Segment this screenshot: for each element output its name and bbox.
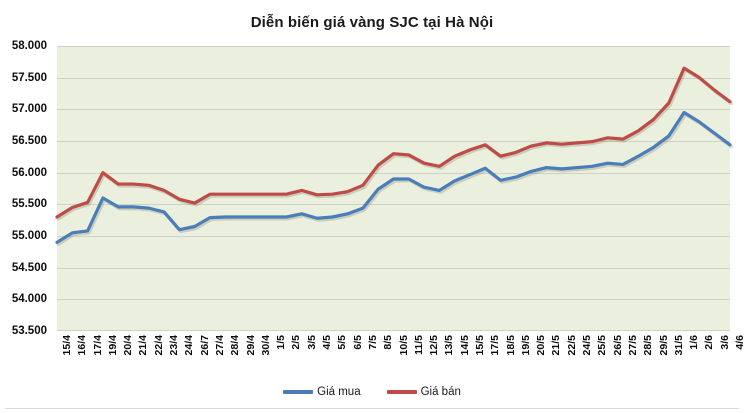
x-axis-tick-label: 30/4 — [259, 335, 272, 356]
x-axis-tick-label: 17/5 — [489, 335, 502, 356]
x-axis-tick-label: 3/6 — [718, 335, 731, 350]
y-axis-tick-label: 54.000 — [11, 293, 47, 306]
gridline — [57, 77, 730, 79]
x-axis: 15/4 16/4 17/4 19/4 20/4 21/4 22/4 23/4 24/4 26/7… — [57, 333, 744, 383]
x-axis-tick-label: 21/4 — [137, 335, 150, 356]
gridline — [57, 299, 730, 301]
x-axis-tick-label: 26/7 — [198, 335, 211, 356]
y-axis: 58.000 57.500 57.000 56.500 56.000 55.500 55.0… — [0, 40, 52, 337]
legend-label: Giá mua — [317, 386, 361, 398]
x-axis-tick-label: 19/5 — [519, 335, 532, 356]
gridline — [57, 330, 730, 331]
series-line-sell — [55, 66, 732, 219]
y-axis-tick-label: 55.500 — [11, 198, 47, 211]
legend-swatch-icon — [386, 390, 417, 394]
x-axis-tick-label: 23/4 — [168, 335, 181, 356]
x-axis-tick-label: 8/5 — [382, 335, 395, 350]
plot-background — [57, 46, 730, 331]
x-axis-tick-label: 1/5 — [275, 335, 288, 350]
x-axis-tick-label: 29/5 — [657, 335, 670, 356]
x-axis-tick-label: 11/5 — [412, 335, 425, 355]
x-axis-tick-label: 24/4 — [183, 335, 196, 356]
x-axis-tick-label: 2/5 — [290, 335, 303, 350]
x-axis-tick-label: 20/4 — [122, 335, 135, 356]
x-axis-tick-label: 4/5 — [321, 335, 334, 350]
x-axis-tick-label: 20/5 — [535, 335, 548, 356]
x-axis-tick-label: 6/5 — [351, 335, 364, 350]
x-axis-tick-label: 28/5 — [642, 335, 655, 356]
x-axis-tick-label: 7/5 — [366, 335, 379, 350]
series-line-shadow — [56, 68, 734, 221]
series-line-buy — [55, 110, 732, 244]
x-axis-tick-label: 29/4 — [244, 335, 257, 356]
x-axis-tick-label: 27/5 — [626, 335, 639, 356]
x-axis-tick-label: 2/6 — [703, 335, 716, 350]
x-axis-tick-label: 18/5 — [504, 335, 517, 356]
legend-label: Giá bán — [420, 386, 461, 398]
series-layer — [55, 66, 734, 246]
y-axis-tick-label: 53.500 — [11, 325, 47, 337]
x-axis-tick-label: 26/5 — [611, 335, 624, 356]
x-axis-tick-label: 16/4 — [76, 335, 89, 356]
x-axis-tick-label: 15/5 — [473, 335, 486, 356]
x-axis-tick-label: 24/5 — [581, 335, 594, 356]
x-axis-tick-label: 17/4 — [91, 335, 104, 356]
y-axis-tick-label: 57.500 — [11, 71, 47, 84]
gridline — [57, 109, 730, 111]
x-axis-tick-label: 1/6 — [688, 335, 701, 350]
x-axis-tick-label: 12/5 — [428, 335, 441, 356]
x-axis-tick-label: 5/5 — [336, 335, 349, 350]
x-axis-tick-label: 13/5 — [443, 335, 456, 356]
x-axis-tick-label: 25/5 — [596, 335, 609, 356]
x-axis-tick-label: 22/4 — [152, 335, 165, 356]
x-axis-tick-label: 31/5 — [672, 335, 685, 356]
legend-item[interactable]: Giá mua — [283, 386, 361, 398]
x-axis-tick-label: 22/5 — [565, 335, 578, 356]
y-axis-tick-label: 56.000 — [11, 166, 47, 179]
plot-area — [55, 46, 734, 331]
gridline — [57, 236, 730, 237]
x-axis-tick-label: 4/6 — [734, 335, 744, 350]
legend-item[interactable]: Giá bán — [386, 386, 461, 398]
gridline — [57, 267, 730, 269]
x-axis-tick-label: 10/5 — [397, 335, 410, 356]
gridline — [57, 141, 730, 142]
y-axis-tick-label: 57.000 — [11, 103, 47, 116]
x-axis-tick-label: 14/5 — [458, 335, 471, 356]
gridline — [57, 46, 730, 47]
legend-swatch-icon — [283, 390, 314, 394]
chart-legend: Giá mua Giá bán — [0, 386, 744, 398]
x-axis-tick-label: 15/4 — [61, 335, 73, 356]
chart-title: Diễn biến giá vàng SJC tại Hà Nội — [250, 14, 494, 31]
x-axis-tick-label: 19/4 — [106, 335, 119, 356]
y-axis-tick-label: 55.000 — [11, 230, 47, 242]
gridline — [57, 204, 730, 206]
y-axis-tick-label: 58.000 — [11, 40, 47, 52]
y-axis-tick-label: 56.500 — [11, 135, 47, 147]
x-axis-tick-label: 27/4 — [213, 335, 226, 356]
gridline — [57, 172, 730, 174]
x-axis-tick-label: 21/5 — [550, 335, 563, 356]
x-axis-tick-label: 28/4 — [229, 335, 242, 356]
x-axis-tick-label: 3/5 — [305, 335, 318, 350]
bottom-divider — [5, 408, 739, 409]
y-axis-tick-label: 54.500 — [11, 261, 47, 274]
